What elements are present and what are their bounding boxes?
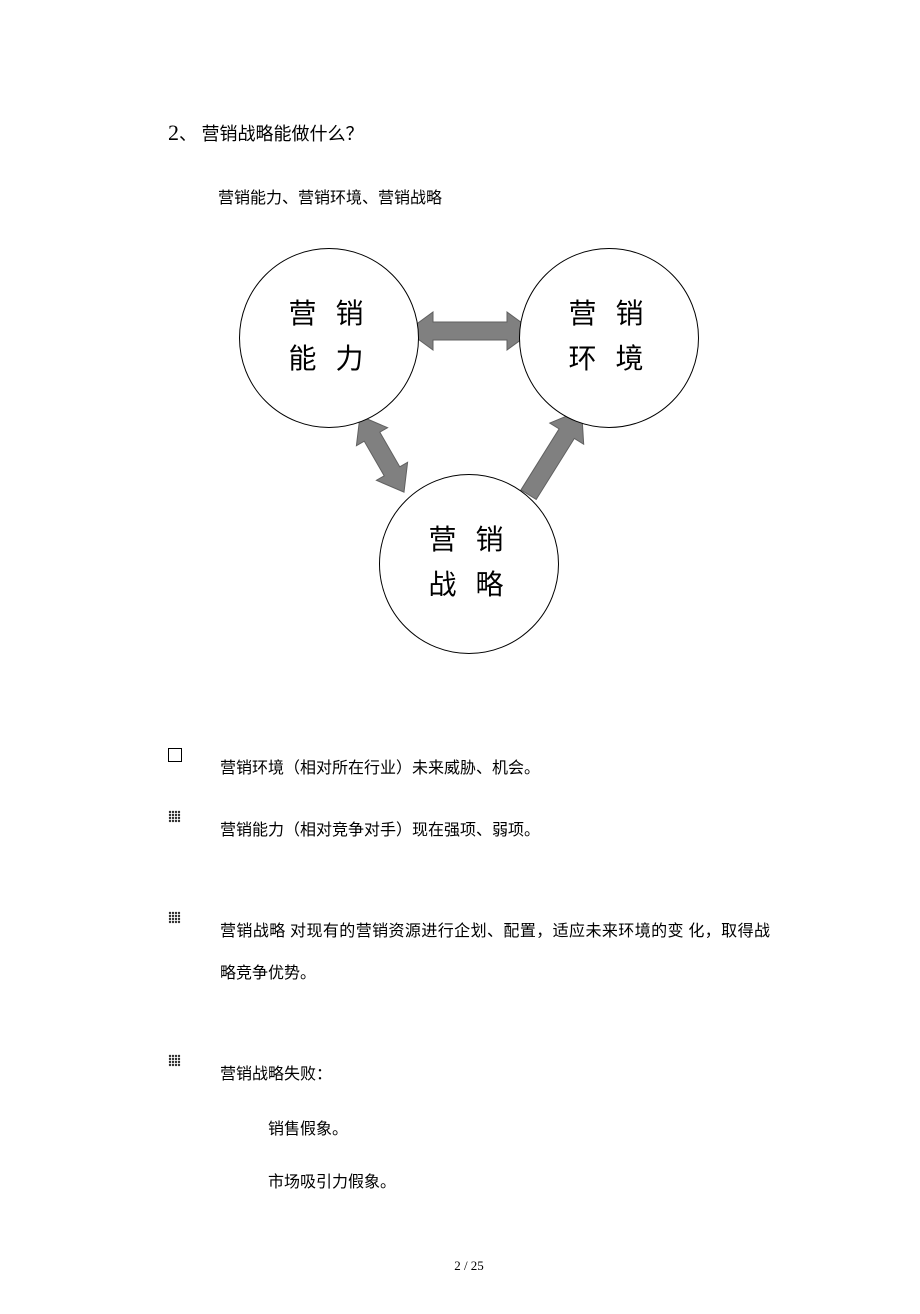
- node-strategy: 营 销 战 略: [379, 474, 559, 654]
- bullet-text: 营销战略 对现有的营销资源进行企划、配置，适应未来环境的变 化，取得战略竞争优势…: [220, 911, 770, 994]
- bullet-item: 营销能力（相对竞争对手）现在强项、弱项。: [168, 810, 770, 852]
- heading-title: 营销战略能做什么？: [202, 124, 364, 144]
- bullet-text: 营销环境（相对所在行业）未来威胁、机会。: [220, 748, 770, 790]
- node-ability-line2: 能 力: [288, 344, 369, 375]
- node-environment: 营 销 环 境: [519, 248, 699, 428]
- subtitle-text: 营销能力、营销环境、营销战略: [218, 184, 770, 208]
- sub-item-list: 销售假象。 市场吸引力假象。: [268, 1116, 770, 1198]
- bullet-item: 营销战略失败：: [168, 1054, 770, 1096]
- heading-number: 2: [168, 120, 179, 145]
- sub-item: 市场吸引力假象。: [268, 1169, 770, 1198]
- node-ability-line1: 营 销: [288, 299, 369, 330]
- node-strategy-line2: 战 略: [428, 570, 509, 601]
- node-environment-line1: 营 销: [568, 299, 649, 330]
- section-heading: 2、 营销战略能做什么？: [168, 120, 770, 146]
- bullet-marker-hollow-icon: [168, 748, 220, 762]
- heading-sep: 、: [179, 124, 197, 144]
- bullet-item: 营销环境（相对所在行业）未来威胁、机会。: [168, 748, 770, 790]
- bullet-text: 营销战略失败：: [220, 1054, 770, 1096]
- bullet-marker-dots-icon: [168, 1054, 220, 1068]
- bullet-item: 营销战略 对现有的营销资源进行企划、配置，适应未来环境的变 化，取得战略竞争优势…: [168, 911, 770, 994]
- tri-circle-diagram: 营 销 能 力 营 销 环 境 营 销 战 略: [209, 228, 729, 688]
- bullet-list: 营销环境（相对所在行业）未来威胁、机会。 营销能力（相对竞争对手）现在强项、弱项…: [168, 748, 770, 1198]
- page-footer: 2 / 25: [168, 1258, 770, 1274]
- sub-item: 销售假象。: [268, 1116, 770, 1145]
- arrow-horizontal-icon: [407, 308, 533, 354]
- node-strategy-line1: 营 销: [428, 525, 509, 556]
- bullet-marker-dots-icon: [168, 911, 220, 925]
- node-environment-line2: 环 境: [568, 344, 649, 375]
- node-ability: 营 销 能 力: [239, 248, 419, 428]
- bullet-marker-dots-icon: [168, 810, 220, 824]
- document-page: 2、 营销战略能做什么？ 营销能力、营销环境、营销战略 营 销 能 力 营 销 …: [0, 0, 920, 1314]
- bullet-text: 营销能力（相对竞争对手）现在强项、弱项。: [220, 810, 770, 852]
